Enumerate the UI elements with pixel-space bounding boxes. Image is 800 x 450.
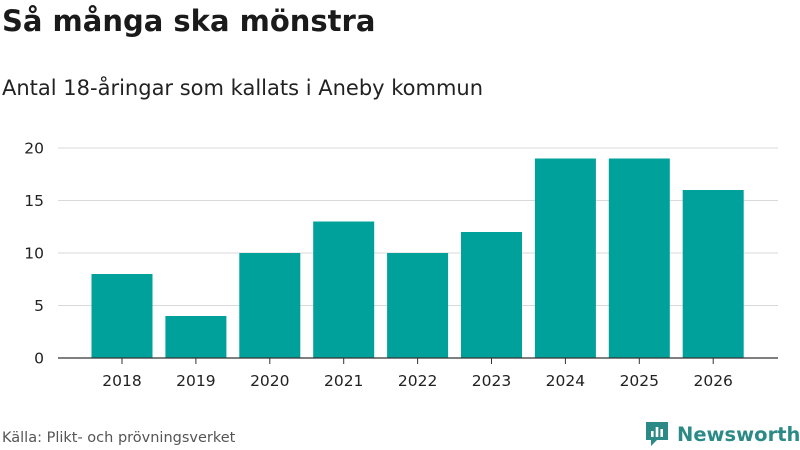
y-tick-labels: 0 5 10 15 20	[24, 140, 44, 368]
y-tick-label: 5	[34, 297, 44, 315]
x-tick-label: 2023	[472, 372, 511, 390]
bars	[91, 158, 744, 358]
x-tick-label: 2026	[693, 372, 732, 390]
source-note: Källa: Plikt- och prövningsverket	[2, 430, 236, 446]
x-tick-label: 2018	[102, 372, 141, 390]
bar	[534, 158, 596, 358]
bar	[165, 316, 227, 358]
y-tick-label: 20	[24, 140, 44, 158]
x-tick-labels: 2018 2019 2020 2021 2022 2023 2024 2025 2026	[102, 372, 733, 390]
bar	[608, 158, 670, 358]
bar	[461, 232, 522, 358]
x-tick-label: 2025	[620, 372, 659, 390]
y-tick-label: 15	[24, 192, 44, 210]
y-tick-label: 0	[34, 350, 44, 368]
chart-title: Så många ska mönstra	[2, 4, 376, 38]
y-tick-label: 10	[24, 245, 44, 263]
chart-subtitle: Antal 18-åringar som kallats i Aneby kom…	[2, 76, 484, 100]
axes	[58, 357, 778, 364]
newsworthy-logo-icon	[646, 422, 668, 446]
x-tick-label: 2020	[250, 372, 289, 390]
bar	[91, 274, 153, 358]
bar	[682, 190, 744, 358]
x-tick-label: 2024	[546, 372, 585, 390]
brand-logo[interactable]: Newsworthy	[644, 420, 800, 448]
bar	[313, 221, 375, 358]
x-tick-label: 2019	[176, 372, 215, 390]
bar	[239, 253, 301, 358]
bar-chart: 0 5 10 15 20 2018 2019 2020 2021 2022 2023 2024 202…	[24, 140, 778, 390]
x-tick-label: 2021	[324, 372, 363, 390]
brand-name: Newsworthy	[677, 422, 800, 446]
x-tick-label: 2022	[398, 372, 437, 390]
bar	[387, 253, 449, 358]
